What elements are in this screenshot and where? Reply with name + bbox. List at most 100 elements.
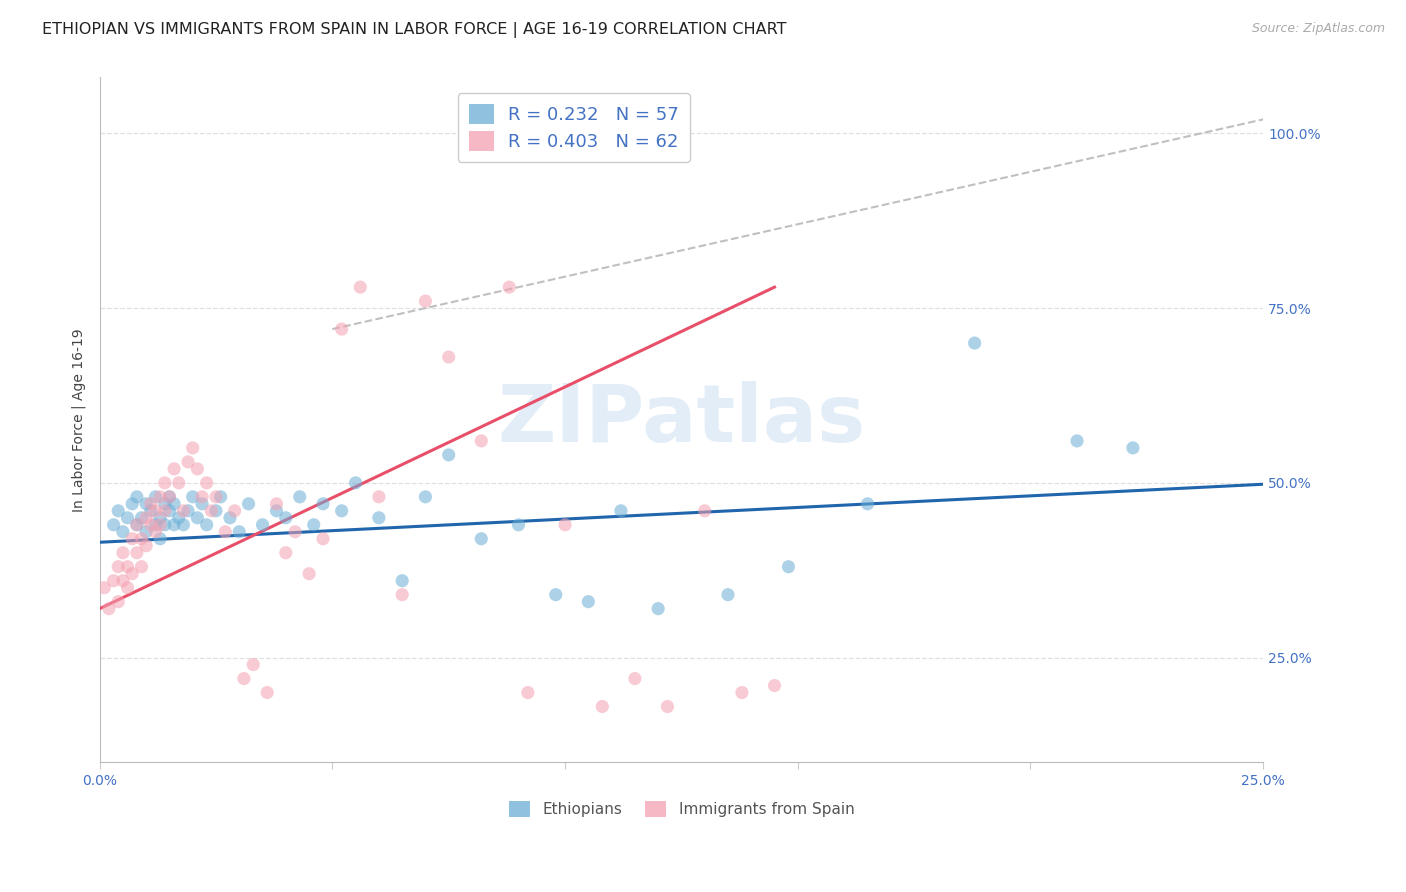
Point	[163, 517, 186, 532]
Point	[516, 685, 538, 699]
Point	[181, 441, 204, 455]
Point	[111, 524, 134, 539]
Point	[131, 559, 153, 574]
Point	[163, 497, 186, 511]
Point	[121, 566, 143, 581]
Point	[778, 559, 800, 574]
Point	[149, 490, 172, 504]
Point	[159, 490, 181, 504]
Point	[610, 504, 633, 518]
Point	[349, 280, 371, 294]
Point	[145, 504, 167, 518]
Point	[117, 559, 139, 574]
Point	[717, 588, 740, 602]
Y-axis label: In Labor Force | Age 16-19: In Labor Force | Age 16-19	[72, 328, 86, 512]
Point	[167, 475, 190, 490]
Point	[647, 601, 669, 615]
Point	[963, 336, 986, 351]
Point	[125, 517, 148, 532]
Point	[312, 532, 335, 546]
Point	[856, 497, 879, 511]
Point	[312, 497, 335, 511]
Point	[391, 588, 413, 602]
Point	[121, 497, 143, 511]
Point	[214, 524, 236, 539]
Point	[763, 679, 786, 693]
Point	[172, 504, 194, 518]
Point	[167, 510, 190, 524]
Point	[135, 524, 157, 539]
Point	[135, 510, 157, 524]
Point	[149, 532, 172, 546]
Point	[139, 517, 162, 532]
Point	[274, 546, 297, 560]
Point	[288, 490, 311, 504]
Point	[125, 546, 148, 560]
Point	[111, 574, 134, 588]
Point	[121, 532, 143, 546]
Point	[93, 581, 115, 595]
Point	[117, 510, 139, 524]
Point	[117, 581, 139, 595]
Point	[554, 517, 576, 532]
Point	[391, 574, 413, 588]
Point	[163, 462, 186, 476]
Point	[200, 504, 222, 518]
Point	[508, 517, 530, 532]
Point	[242, 657, 264, 672]
Point	[591, 699, 613, 714]
Point	[624, 672, 647, 686]
Point	[125, 517, 148, 532]
Point	[107, 559, 129, 574]
Point	[135, 539, 157, 553]
Point	[731, 685, 754, 699]
Text: ZIPatlas: ZIPatlas	[498, 381, 866, 459]
Text: ETHIOPIAN VS IMMIGRANTS FROM SPAIN IN LABOR FORCE | AGE 16-19 CORRELATION CHART: ETHIOPIAN VS IMMIGRANTS FROM SPAIN IN LA…	[42, 22, 787, 38]
Point	[367, 510, 389, 524]
Point	[657, 699, 679, 714]
Point	[97, 601, 120, 615]
Point	[437, 448, 460, 462]
Point	[228, 524, 250, 539]
Point	[367, 490, 389, 504]
Point	[145, 517, 167, 532]
Point	[274, 510, 297, 524]
Point	[181, 490, 204, 504]
Point	[139, 497, 162, 511]
Point	[191, 490, 214, 504]
Point	[131, 510, 153, 524]
Point	[256, 685, 278, 699]
Point	[145, 524, 167, 539]
Point	[103, 517, 125, 532]
Point	[205, 504, 228, 518]
Point	[153, 497, 176, 511]
Point	[145, 490, 167, 504]
Point	[159, 490, 181, 504]
Point	[344, 475, 367, 490]
Point	[139, 504, 162, 518]
Point	[219, 510, 242, 524]
Point	[1122, 441, 1144, 455]
Point	[266, 497, 288, 511]
Point	[111, 546, 134, 560]
Point	[224, 504, 246, 518]
Point	[576, 595, 599, 609]
Point	[209, 490, 232, 504]
Point	[252, 517, 274, 532]
Point	[153, 517, 176, 532]
Point	[330, 322, 353, 336]
Point	[437, 350, 460, 364]
Text: Source: ZipAtlas.com: Source: ZipAtlas.com	[1251, 22, 1385, 36]
Point	[103, 574, 125, 588]
Point	[125, 490, 148, 504]
Point	[284, 524, 307, 539]
Point	[177, 504, 200, 518]
Point	[266, 504, 288, 518]
Point	[149, 517, 172, 532]
Point	[195, 475, 218, 490]
Point	[195, 517, 218, 532]
Point	[330, 504, 353, 518]
Point	[186, 510, 208, 524]
Point	[159, 504, 181, 518]
Point	[415, 294, 437, 309]
